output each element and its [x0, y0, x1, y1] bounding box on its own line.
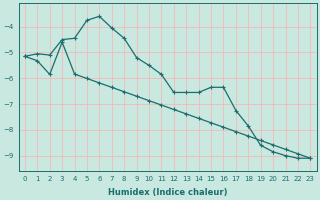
X-axis label: Humidex (Indice chaleur): Humidex (Indice chaleur)	[108, 188, 228, 197]
